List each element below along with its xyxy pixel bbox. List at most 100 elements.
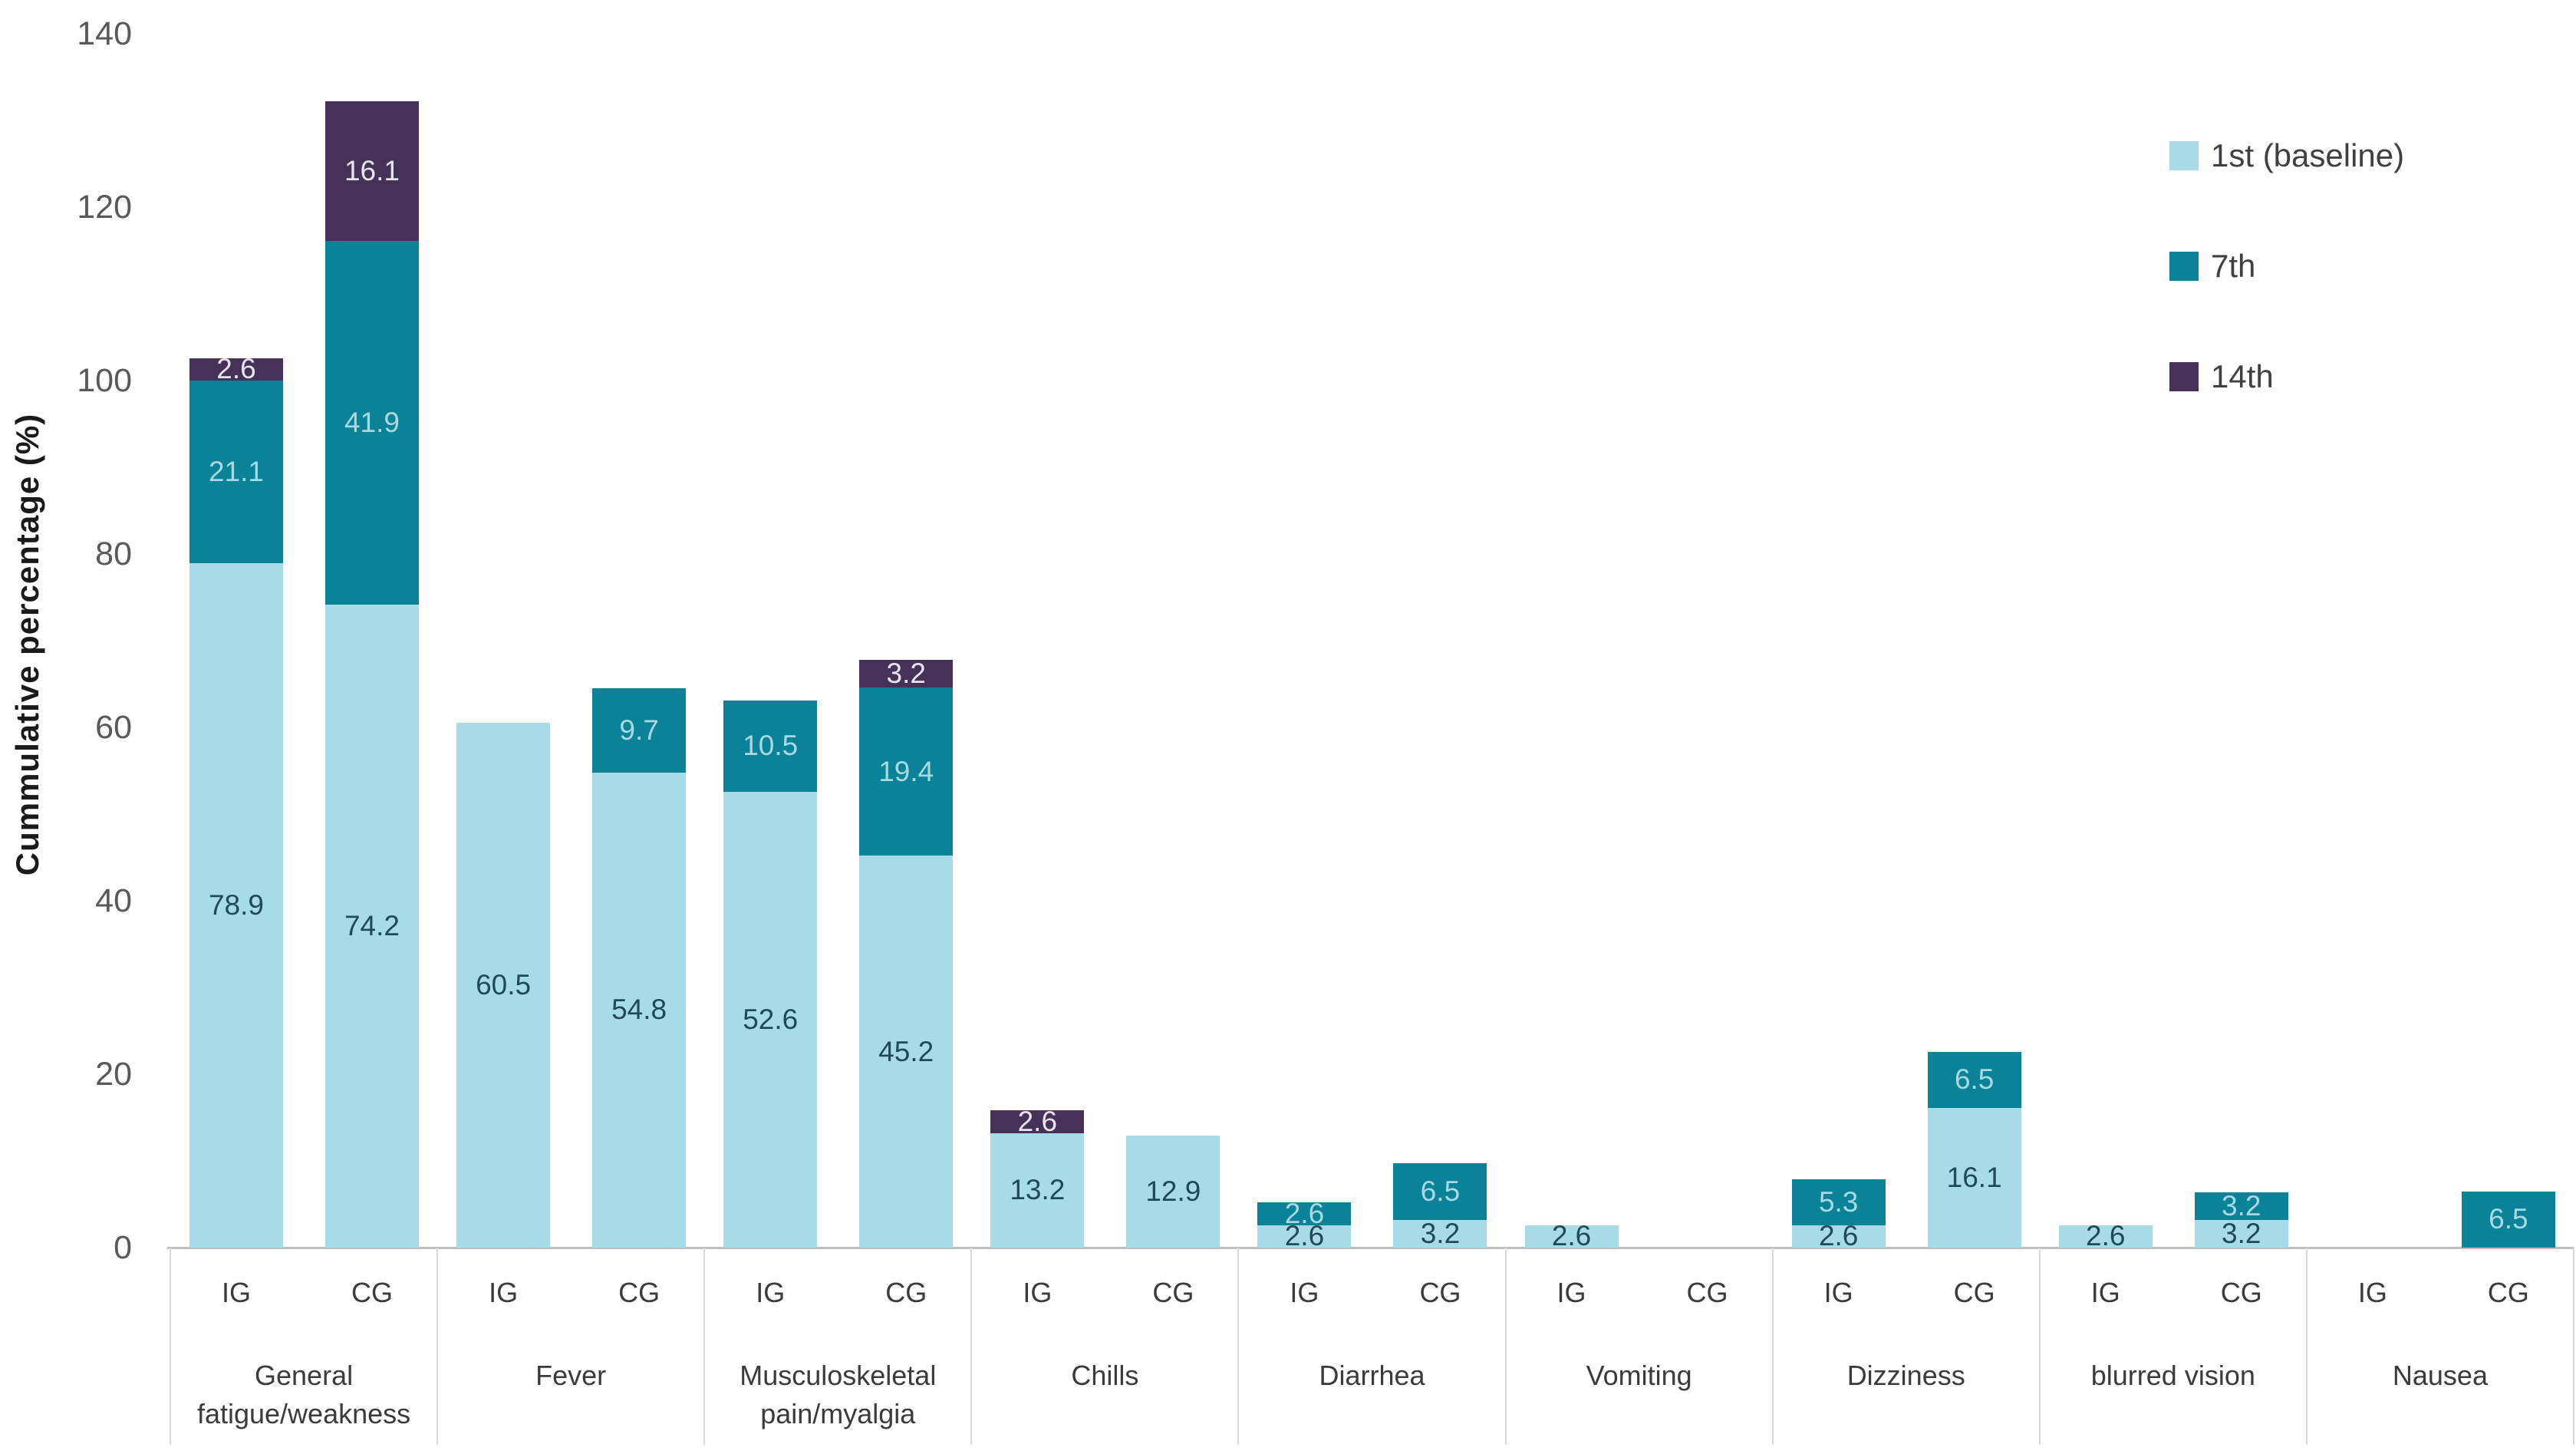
bar-label-cg: CG (1686, 1277, 1728, 1308)
category-divider (2573, 1248, 2574, 1445)
bar-segment-baseline (1791, 1225, 1886, 1248)
bar-label-ig: IG (1556, 1277, 1586, 1308)
bar-segment-baseline (1126, 1136, 1220, 1248)
value-label: 3.2 (1420, 1217, 1461, 1249)
bar-label-cg: CG (351, 1277, 393, 1308)
y-tick-label: 140 (77, 15, 132, 52)
value-label: 3.2 (886, 657, 926, 689)
bar-label-cg: CG (618, 1277, 660, 1308)
bar-label-ig: IG (756, 1277, 786, 1308)
value-label: 41.9 (344, 406, 400, 438)
category-divider (1504, 1248, 1507, 1445)
bar-segment-baseline (189, 563, 283, 1248)
value-label: 13.2 (1010, 1174, 1066, 1206)
bar-segment-baseline (325, 604, 419, 1248)
value-label: 2.6 (1284, 1220, 1325, 1252)
bar-segment-baseline (859, 856, 954, 1248)
x-axis-line (167, 1247, 2574, 1249)
y-tick-label: 20 (95, 1056, 132, 1093)
bar-segment-7th (1791, 1179, 1886, 1225)
category-label: pain/myalgia (760, 1398, 916, 1429)
bar-segment-baseline (2058, 1225, 2153, 1248)
category-label: Vomiting (1586, 1360, 1692, 1391)
category-label: Fever (535, 1360, 607, 1391)
bar-label-cg: CG (1152, 1277, 1194, 1308)
category-label: Musculoskeletal (740, 1360, 937, 1391)
bar-segment-baseline (1927, 1108, 2021, 1248)
value-label: 54.8 (611, 994, 667, 1026)
y-tick-label: 120 (77, 189, 132, 226)
bar-segment-7th (1393, 1163, 1487, 1220)
value-label: 16.1 (1946, 1162, 2002, 1194)
bar-segment-7th (325, 241, 419, 605)
bar-segment-7th (2461, 1191, 2555, 1248)
value-label: 3.2 (2222, 1217, 2261, 1249)
bar-segment-baseline (1393, 1219, 1487, 1248)
category-divider (970, 1248, 973, 1445)
bar-segment-baseline (1257, 1225, 1352, 1248)
bar-label-ig: IG (489, 1277, 519, 1308)
value-label: 6.5 (2489, 1203, 2528, 1235)
category-divider (170, 1248, 171, 1445)
category-label: General (255, 1360, 354, 1391)
value-label: 21.1 (208, 456, 264, 488)
bar-segment-7th (1927, 1051, 2021, 1109)
value-label: 52.6 (743, 1003, 799, 1035)
bar-segment-baseline (1524, 1225, 1619, 1248)
category-label: Nausea (2392, 1360, 2488, 1391)
bar-segment-baseline (990, 1133, 1085, 1248)
value-label: 12.9 (1145, 1175, 1201, 1208)
bar-segment-14th (990, 1110, 1085, 1133)
category-divider (2038, 1248, 2041, 1445)
bar-label-ig: IG (2090, 1277, 2120, 1308)
bar-segment-14th (859, 659, 954, 688)
value-label: 2.6 (1818, 1220, 1859, 1252)
bar-label-cg: CG (2487, 1277, 2529, 1308)
value-label: 2.6 (1284, 1197, 1325, 1229)
y-tick-label: 60 (95, 709, 132, 746)
value-label: 60.5 (476, 969, 532, 1001)
value-label: 3.2 (2222, 1189, 2261, 1222)
y-tick-label: 40 (95, 882, 132, 919)
bar-segment-baseline (2194, 1219, 2288, 1248)
bar-label-cg: CG (2220, 1277, 2262, 1308)
value-label: 74.2 (344, 909, 400, 941)
value-label: 9.7 (619, 714, 659, 746)
bar-segment-7th (2194, 1192, 2288, 1220)
category-label: fatigue/weakness (196, 1398, 411, 1429)
bar-segment-7th (189, 381, 283, 564)
category-divider (1237, 1248, 1240, 1445)
bar-segment-14th (325, 101, 419, 242)
bar-label-ig: IG (2357, 1277, 2387, 1308)
value-label: 78.9 (208, 889, 264, 922)
bar-segment-7th (592, 688, 687, 773)
bar-segment-14th (189, 358, 283, 381)
category-divider (436, 1248, 439, 1445)
bar-segment-baseline (456, 723, 551, 1248)
category-label: Dizziness (1846, 1360, 1965, 1391)
bar-label-ig: IG (221, 1277, 251, 1308)
bar-segment-7th (723, 700, 818, 792)
bar-label-cg: CG (1419, 1277, 1461, 1308)
category-label: blurred vision (2090, 1360, 2255, 1391)
category-divider (2305, 1248, 2308, 1445)
category-label: Chills (1071, 1360, 1139, 1391)
category-divider (703, 1248, 706, 1445)
value-label: 2.6 (1551, 1220, 1592, 1252)
value-label: 16.1 (344, 155, 400, 187)
value-label: 45.2 (878, 1035, 934, 1067)
value-label: 5.3 (1818, 1185, 1859, 1218)
bar-segment-7th (859, 687, 954, 856)
value-label: 6.5 (1954, 1063, 1995, 1096)
bar-segment-7th (1257, 1202, 1352, 1225)
category-divider (1771, 1248, 1774, 1445)
bar-label-ig: IG (1290, 1277, 1319, 1308)
value-label: 2.6 (2086, 1220, 2126, 1252)
value-label: 2.6 (216, 353, 256, 385)
value-label: 6.5 (1420, 1175, 1461, 1208)
bar-label-cg: CG (1953, 1277, 1995, 1308)
bar-label-cg: CG (885, 1277, 927, 1308)
value-label: 19.4 (878, 755, 934, 787)
